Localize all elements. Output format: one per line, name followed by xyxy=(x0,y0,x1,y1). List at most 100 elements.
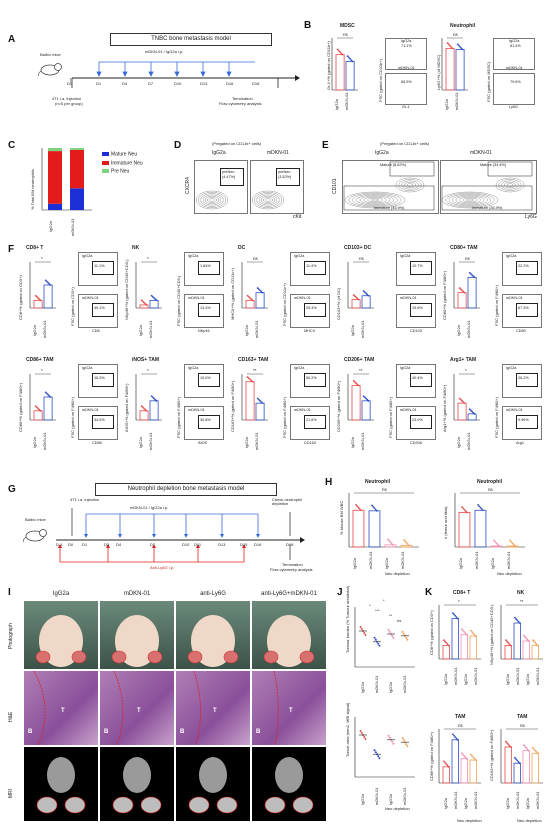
bar xyxy=(469,759,477,784)
data-point xyxy=(526,748,529,751)
significance-label: ns xyxy=(453,32,459,37)
data-point xyxy=(363,396,366,399)
data-point xyxy=(260,290,263,293)
data-point xyxy=(250,379,253,382)
row-label: MRI xyxy=(8,788,14,798)
x-tick-label: mDKN-01 xyxy=(368,551,373,569)
flow-group: IgG2a xyxy=(294,366,305,370)
data-point xyxy=(387,734,390,737)
flow-group: IgG2a xyxy=(400,366,411,370)
data-point xyxy=(455,616,458,619)
flow-pct: 19.6% xyxy=(412,306,423,310)
termination-label: Termination xyxy=(232,96,253,101)
gate-box xyxy=(410,373,432,387)
data-point xyxy=(454,614,457,617)
x-tick-label: IgG2a xyxy=(360,682,365,693)
neu-depletion-label: Neu depletion xyxy=(457,818,482,823)
data-point xyxy=(533,748,535,751)
flow-plot xyxy=(396,294,436,328)
data-point xyxy=(155,299,158,302)
contour-line xyxy=(452,194,488,206)
data-point xyxy=(480,508,483,510)
data-point xyxy=(459,288,462,291)
bar xyxy=(43,396,53,421)
gate-label: FSC (gated on F4/80+) xyxy=(282,396,287,438)
data-point xyxy=(463,755,466,757)
data-point xyxy=(472,632,475,635)
flow-plot-neut-igg2a xyxy=(493,38,535,70)
data-point xyxy=(374,638,377,641)
data-point xyxy=(37,407,39,410)
panel-label: I xyxy=(8,587,11,598)
cell-title: Arg1+ TAM xyxy=(450,357,477,363)
contour-line xyxy=(251,190,285,210)
significance-label: ** xyxy=(253,368,257,373)
gate-box xyxy=(198,415,220,429)
data-point xyxy=(250,298,253,301)
flow-pct: 34.5% xyxy=(94,418,105,422)
bar-chart: ** xyxy=(347,368,374,421)
significance-label: ns xyxy=(397,618,401,623)
data-point xyxy=(509,644,512,647)
data-point xyxy=(461,289,463,292)
x-axis-label: Arg1 xyxy=(516,441,525,445)
x-axis-label: CD163 xyxy=(304,441,316,445)
significance-label: * xyxy=(369,603,371,608)
data-point xyxy=(38,298,41,301)
data-point xyxy=(34,405,37,408)
data-point xyxy=(510,540,513,543)
data-point xyxy=(447,43,450,46)
data-point xyxy=(518,622,521,624)
x-tick-label: mDKN-01 xyxy=(42,320,47,338)
cell-title: CD80+ TAM xyxy=(450,245,478,251)
data-point xyxy=(535,643,538,646)
bar xyxy=(460,758,468,784)
flow-pct: 65.9% xyxy=(401,80,412,84)
x-tick-label: IgG2a xyxy=(505,798,510,809)
timeline xyxy=(56,508,305,563)
column-title: anti-Ly6G xyxy=(200,591,226,597)
bar xyxy=(351,385,361,421)
data-point xyxy=(259,399,261,402)
flow-pct: 21.6% xyxy=(306,418,317,422)
panel-k: K * ** ns ns CD8+ T NK TAM TAM CD8+% (gated… xyxy=(425,585,549,826)
data-point xyxy=(378,757,381,760)
data-point xyxy=(144,302,147,305)
x-tick-label: IgG2a xyxy=(444,99,449,110)
bar xyxy=(245,381,255,421)
data-point xyxy=(471,410,473,413)
data-point xyxy=(145,304,148,306)
x-tick-label: mDKN-01 xyxy=(374,675,379,693)
y-axis-label: CD86+% (gated on F4/80+) xyxy=(429,731,434,781)
data-point xyxy=(155,399,158,402)
data-point xyxy=(463,508,466,511)
bar xyxy=(245,299,255,309)
data-point xyxy=(460,47,463,50)
data-point xyxy=(388,736,391,739)
flow-pct: 9.96% xyxy=(518,418,529,422)
contour-line xyxy=(459,196,481,204)
gate-box xyxy=(92,303,114,317)
bar xyxy=(506,545,519,548)
panel-f: F CD8+ T CD8+% (gated on CD3+) * IgG2a mDKN-… xyxy=(0,240,549,465)
data-point xyxy=(517,620,520,623)
stacked-segment xyxy=(48,151,62,204)
flow-group: mDKN-01 xyxy=(398,66,415,70)
gate-box xyxy=(516,261,538,275)
data-point xyxy=(469,409,472,412)
data-point xyxy=(455,737,458,740)
flow-plot xyxy=(502,364,542,398)
flow-pct: 30.8% xyxy=(200,418,211,422)
data-point xyxy=(371,504,373,507)
bar-chart: * xyxy=(29,256,56,309)
data-point xyxy=(37,297,39,299)
x-tick-label: mDKN-01 xyxy=(344,92,349,110)
flow-group: IgG2a xyxy=(294,254,305,258)
significance-label: *** xyxy=(375,608,380,613)
data-point xyxy=(377,755,380,758)
contour-line xyxy=(398,179,422,191)
gate-label: FSC (gated on CD11b+) xyxy=(378,59,383,102)
contour-line xyxy=(404,182,416,188)
x-tick-label: mDKN-01 xyxy=(515,667,520,685)
data-point xyxy=(401,630,404,633)
